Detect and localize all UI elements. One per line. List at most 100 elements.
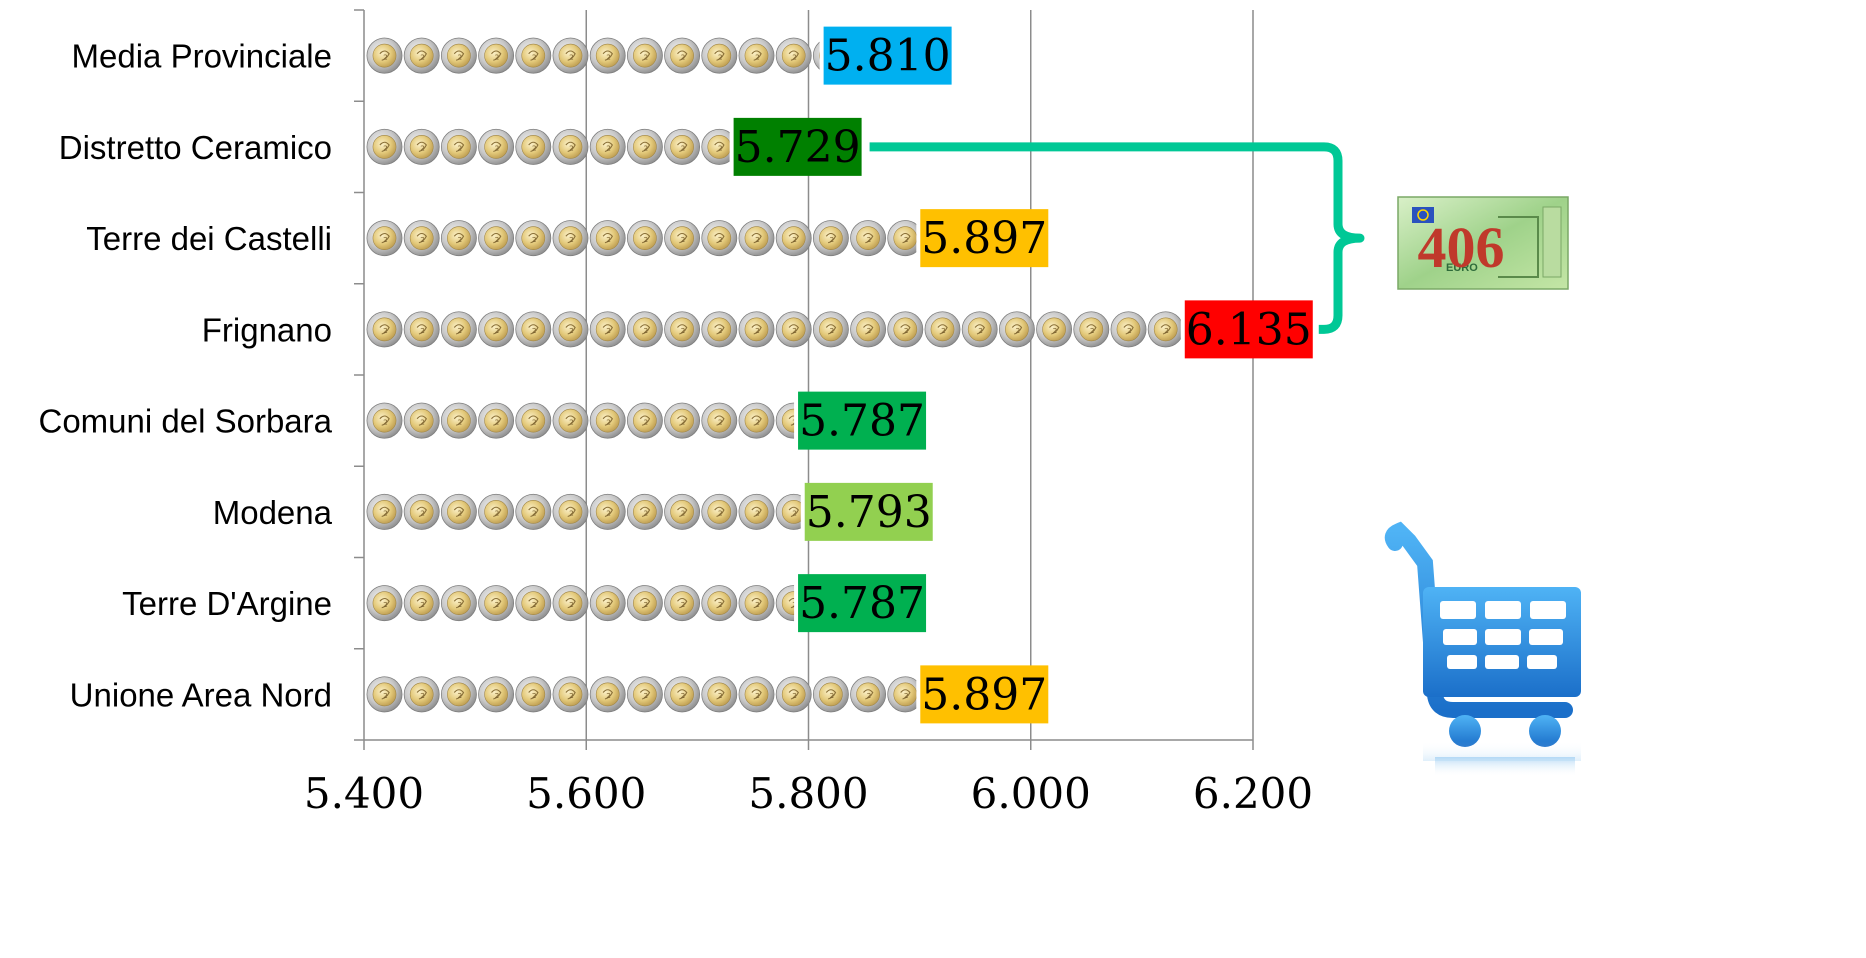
- value-label-text: 6.135: [1186, 304, 1312, 355]
- coin-icon: [477, 584, 515, 622]
- coin-icon: [366, 493, 403, 531]
- axes: [354, 9, 1254, 750]
- coin-icon: [663, 493, 701, 531]
- category-label: Frignano: [202, 311, 332, 348]
- category-labels: Media Provinciale Distretto Ceramico Terre…: [39, 38, 333, 714]
- coin-icon: [440, 311, 478, 348]
- coin-icon: [366, 311, 403, 348]
- x-tick-label: 5.600: [526, 769, 646, 818]
- banknote-caption: EURO: [1446, 262, 1478, 274]
- coin-icon: [589, 37, 626, 74]
- value-label-text: 5.787: [799, 396, 925, 447]
- coin-icon: [701, 128, 730, 166]
- coin-icon: [403, 493, 440, 531]
- coin-icon: [738, 493, 775, 531]
- coin-icon: [738, 584, 775, 622]
- value-label-box: [1184, 300, 1313, 359]
- coin-icon: [552, 584, 589, 622]
- category-label: Distretto Ceramico: [59, 129, 332, 166]
- eu-flag-icon: [1412, 207, 1434, 223]
- bar: [366, 584, 795, 622]
- coin-icon: [775, 37, 812, 74]
- value-label: 5.897: [920, 665, 1049, 724]
- coin-icon: [626, 402, 664, 439]
- value-labels: 5.810 5.729 5.897 6.135 5.787 5.793 5.787 5.897: [733, 26, 1313, 724]
- coin-icon: [403, 128, 440, 166]
- value-label: 5.787: [798, 574, 927, 633]
- value-label-box: [920, 665, 1049, 724]
- coin-icon: [663, 37, 701, 74]
- coin-icon: [366, 402, 403, 439]
- coin-icon: [477, 402, 515, 439]
- coin-icon: [775, 311, 812, 348]
- coin-icon: [738, 219, 775, 257]
- coin-icon: [663, 128, 701, 166]
- value-label-box: [798, 574, 927, 633]
- coin-icon: [775, 219, 812, 257]
- coin-icon: [812, 219, 850, 257]
- category-label: Terre dei Castelli: [86, 220, 332, 257]
- coin-icon: [477, 676, 515, 713]
- x-tick-label: 6.000: [971, 769, 1091, 818]
- coin-icon: [440, 676, 478, 713]
- coin-icon: [515, 219, 552, 257]
- coin-icon: [552, 676, 589, 713]
- coin-icon: [515, 493, 552, 531]
- coin-icon: [626, 584, 664, 622]
- coin-icon: [701, 402, 738, 439]
- coin-icon: [552, 219, 589, 257]
- coin-icon: [663, 219, 701, 257]
- coin-icon: [440, 402, 478, 439]
- bar: [366, 128, 730, 166]
- coin-icon: [701, 311, 738, 348]
- coin-icon: [477, 128, 515, 166]
- coin-icon: [961, 311, 998, 348]
- coin-icon: [701, 219, 738, 257]
- value-label-text: 5.810: [825, 31, 951, 82]
- x-tick-label: 5.400: [304, 769, 424, 818]
- category-label: Media Provinciale: [72, 38, 332, 75]
- coin-icon: [552, 128, 589, 166]
- coin-icon: [701, 493, 738, 531]
- coin-icon: [366, 584, 403, 622]
- coin-icon: [403, 676, 440, 713]
- coin-icon: [589, 584, 626, 622]
- bar: [366, 219, 917, 257]
- coin-icon: [515, 128, 552, 166]
- coin-icon: [626, 676, 664, 713]
- category-label: Modena: [213, 494, 333, 531]
- shopping-cart-icon: [1384, 521, 1581, 777]
- coin-icon: [1035, 311, 1073, 348]
- coin-icon: [366, 37, 403, 74]
- coin-icon: [887, 311, 924, 348]
- coin-icon: [366, 219, 403, 257]
- value-label: 5.787: [798, 391, 927, 450]
- coin-icon: [440, 219, 478, 257]
- coin-icon: [775, 676, 812, 713]
- bar: [366, 676, 917, 713]
- coin-icon: [738, 37, 775, 74]
- coin-icon: [738, 311, 775, 348]
- coin-icon: [477, 311, 515, 348]
- coin-icon: [849, 311, 887, 348]
- coin-icon: [440, 128, 478, 166]
- coin-icon: [403, 584, 440, 622]
- value-label-text: 5.787: [799, 578, 925, 629]
- coin-icon: [403, 219, 440, 257]
- coin-icon: [366, 128, 403, 166]
- coin-icon: [998, 311, 1036, 348]
- coin-icon: [515, 584, 552, 622]
- coin-icon: [663, 402, 701, 439]
- coin-icon: [626, 128, 664, 166]
- coin-icon: [403, 311, 440, 348]
- value-label-box: [823, 26, 952, 85]
- value-label: 5.810: [823, 26, 952, 85]
- coin-icon: [515, 676, 552, 713]
- coin-icon: [626, 219, 664, 257]
- coin-icon: [552, 402, 589, 439]
- coin-icon: [738, 676, 775, 713]
- bar: [366, 37, 820, 74]
- bar: [366, 311, 1181, 348]
- coin-icon: [552, 37, 589, 74]
